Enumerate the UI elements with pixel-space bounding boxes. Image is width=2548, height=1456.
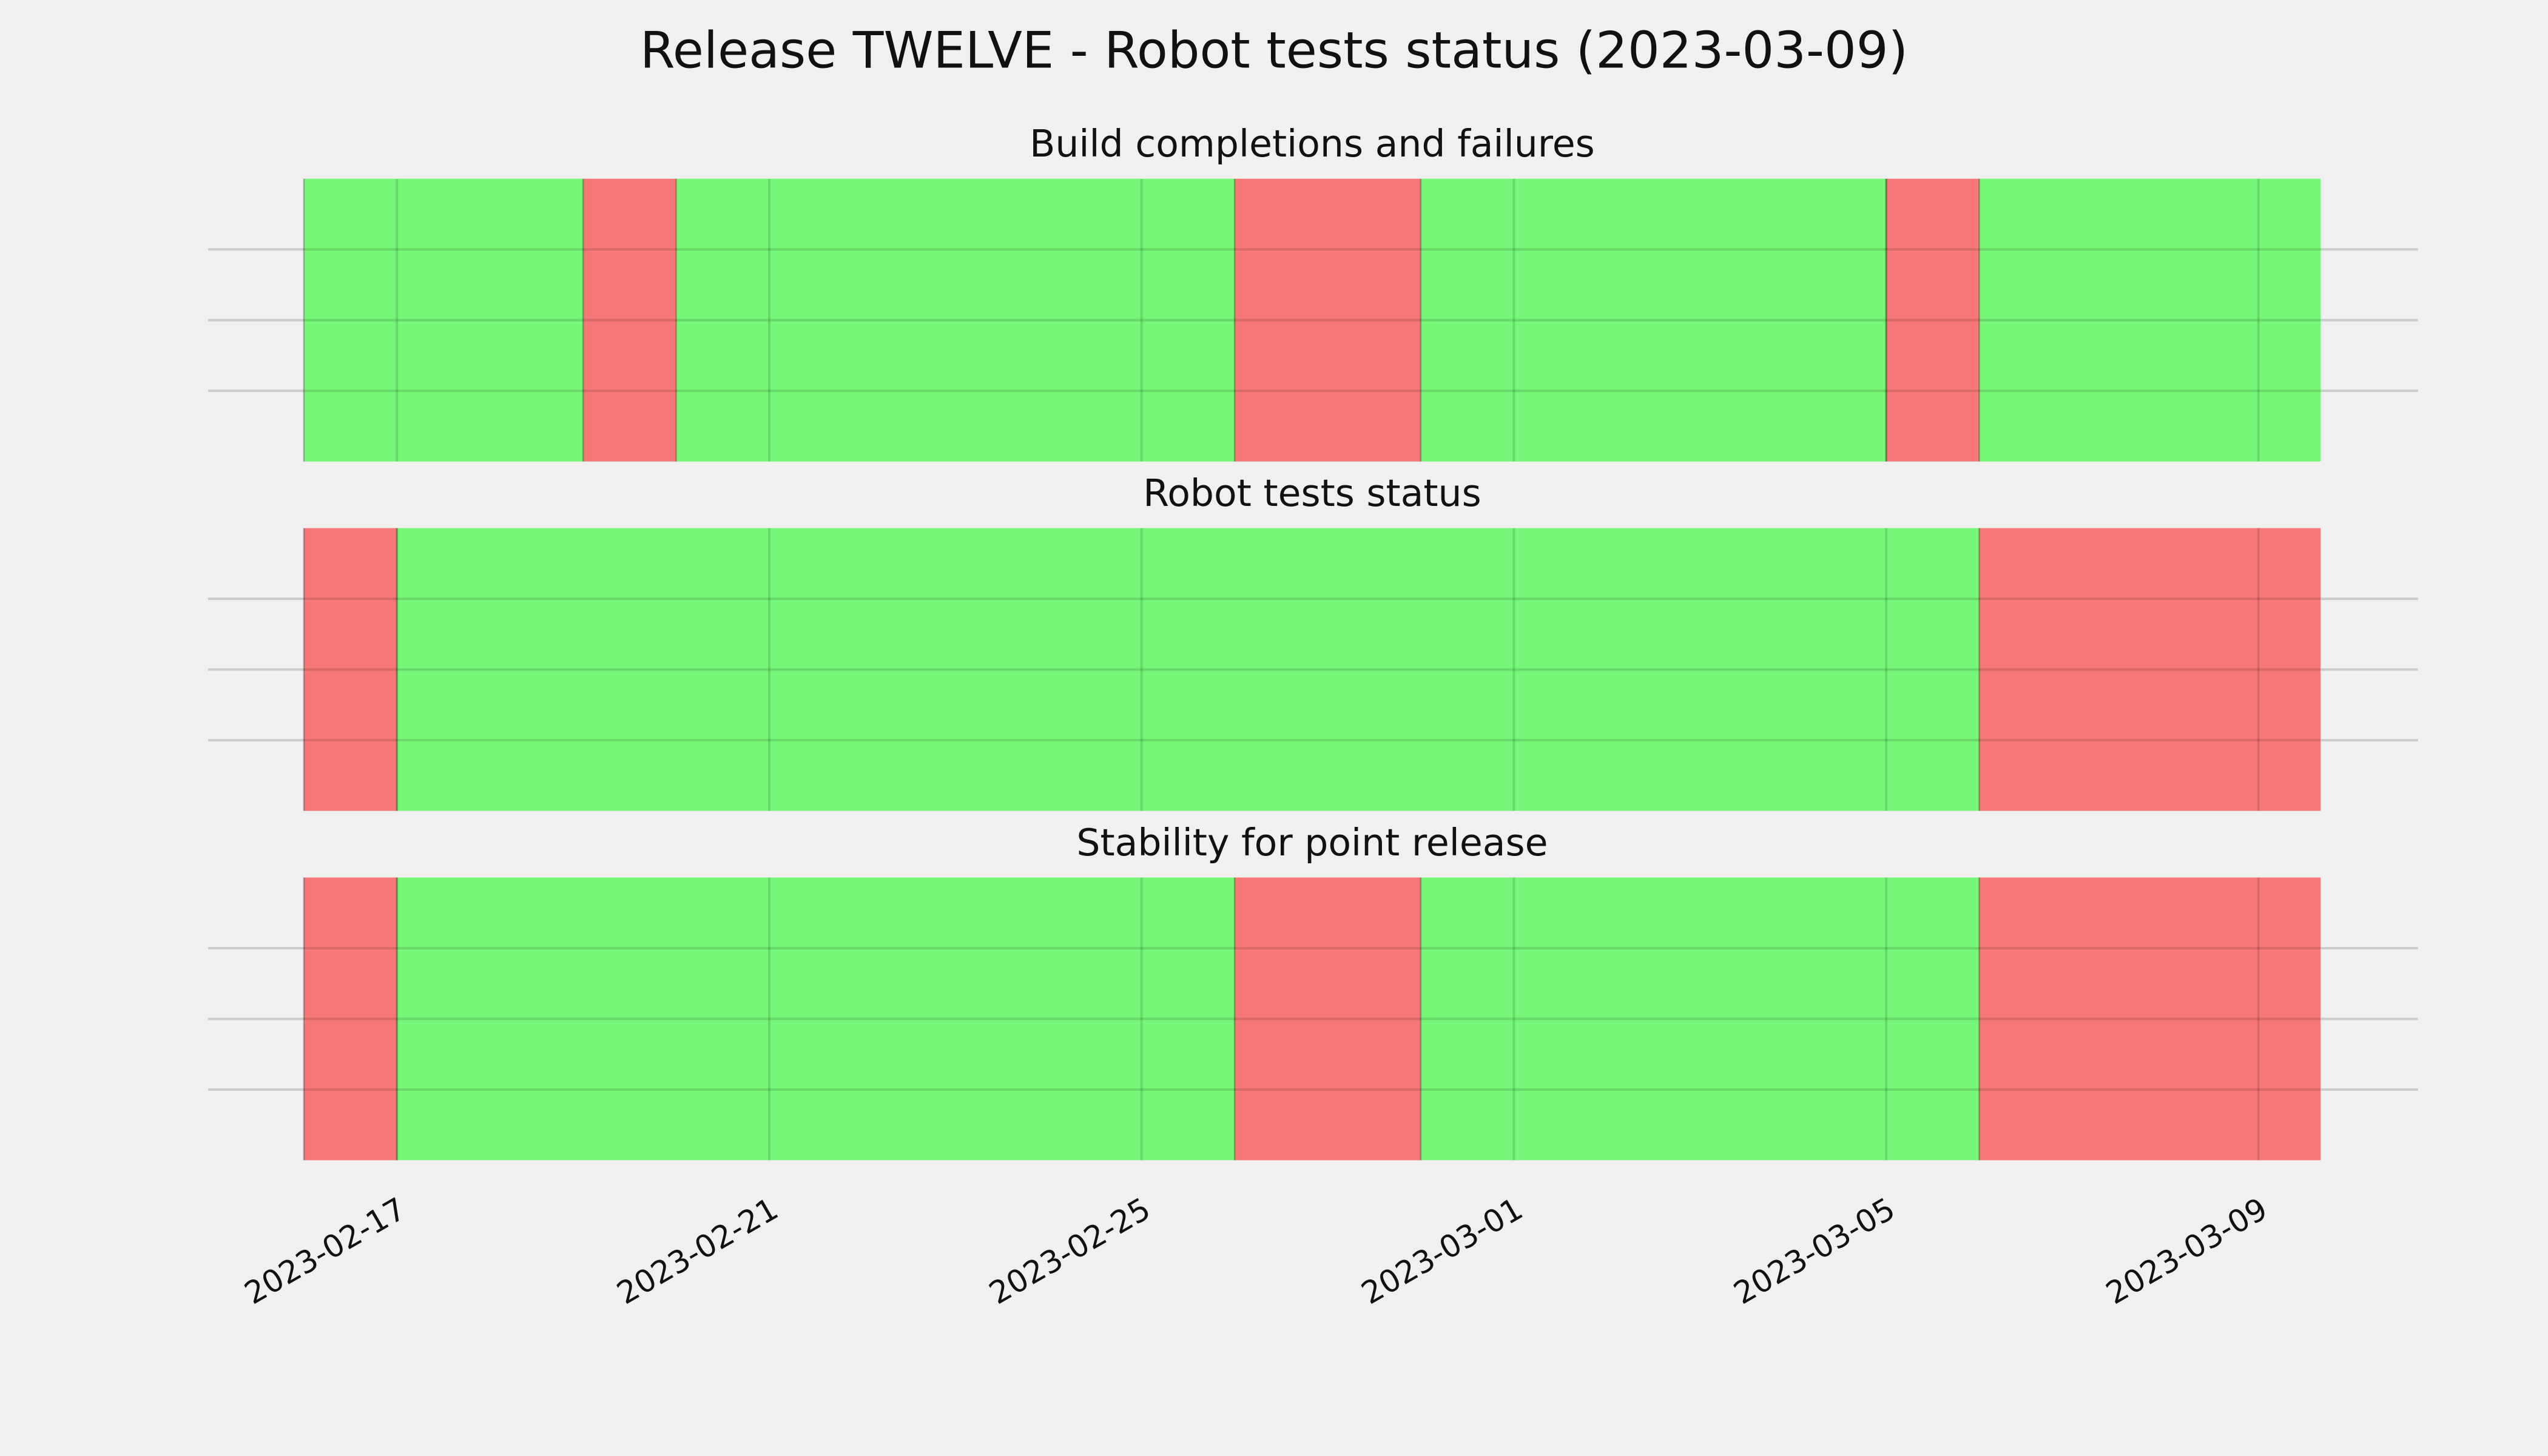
status-segment [583,178,676,462]
status-segment [676,178,1235,462]
panel-title: Robot tests status [1143,471,1481,515]
chart-title: Release TWELVE - Robot tests status (202… [640,21,1908,79]
status-segment [1420,178,1887,462]
status-segment [1979,178,2320,462]
status-segment [303,877,397,1161]
status-segment [397,877,1235,1161]
status-segment [1235,877,1421,1161]
status-segment [303,528,397,811]
panel-title: Stability for point release [1076,821,1548,864]
status-segment [1886,178,1980,462]
status-segment [1979,528,2320,811]
status-segment [303,178,584,462]
status-segment [397,528,1980,811]
status-segment [1420,877,1980,1161]
panel-title: Build completions and failures [1030,122,1595,166]
status-segment [1235,178,1421,462]
status-segment [1979,877,2320,1161]
